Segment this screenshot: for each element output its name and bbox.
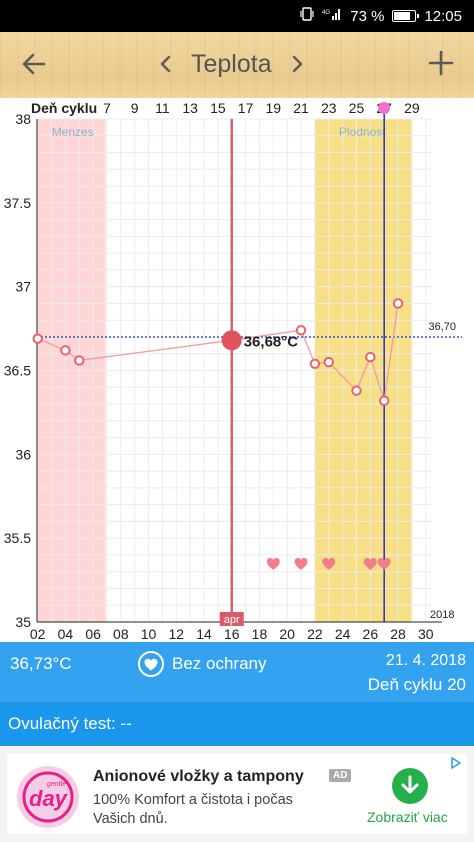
y-tick-label: 37.5: [4, 195, 31, 211]
heart-shape: [322, 558, 336, 570]
x-tick-label: 14: [196, 626, 212, 642]
top-tick-label: 15: [210, 100, 226, 116]
temperature-point: [32, 333, 43, 344]
month-label: apr: [224, 614, 240, 626]
svg-text:4G: 4G: [322, 10, 330, 16]
brand-text: day: [29, 786, 69, 811]
y-tick-label: 36.5: [4, 363, 31, 379]
app-bar: Teplota: [0, 32, 474, 98]
heart-shape: [266, 558, 280, 570]
heart-icon: [377, 558, 391, 570]
selected-value-label: 36,68°C: [244, 333, 299, 350]
current-temperature: 36,73°C: [10, 654, 72, 673]
y-tick-label: 36: [15, 446, 31, 462]
top-tick-label: 9: [131, 100, 139, 116]
coverline-label: 36,70: [428, 321, 456, 333]
y-tick-label: 35: [15, 614, 31, 630]
x-tick-label: 16: [224, 626, 240, 642]
zone-label: Plodnosť: [339, 125, 387, 139]
heart-icon: [266, 558, 280, 570]
protection-label: Bez ochrany: [172, 654, 267, 673]
selected-date: 21. 4. 2018: [385, 652, 466, 669]
x-tick-label: 12: [169, 626, 185, 642]
top-tick-label: 25: [349, 100, 365, 116]
ovulation-test-bar[interactable]: Ovulačný test: --: [0, 702, 474, 746]
plus-icon[interactable]: [424, 46, 458, 80]
top-tick-label: 17: [238, 100, 254, 116]
chevron-right-icon[interactable]: [286, 49, 308, 79]
temperature-point: [378, 395, 390, 406]
top-tick-label: 11: [155, 100, 170, 116]
today-marker: [378, 102, 391, 114]
temperature-point: [309, 358, 321, 369]
temperature-point: [60, 345, 71, 356]
protection-status[interactable]: Bez ochrany: [138, 651, 267, 677]
month-label-bg: [219, 612, 244, 626]
heart-shape: [363, 558, 377, 570]
x-tick-label: 28: [390, 626, 406, 642]
selected-point: [221, 330, 242, 351]
ad-title[interactable]: Anionové vložky a tampony: [93, 768, 304, 785]
heart-icon: [363, 558, 377, 570]
page-title: Teplota: [191, 49, 272, 78]
x-tick-label: 22: [307, 626, 323, 642]
top-tick-label: 7: [103, 100, 111, 116]
x-tick-label: 08: [113, 626, 129, 642]
top-tick-label: 23: [321, 100, 337, 116]
download-icon[interactable]: [392, 768, 428, 804]
heart-icon: [138, 651, 164, 677]
cycle-day-header: Deň cyklu: [31, 100, 97, 116]
x-tick-label: 10: [141, 626, 157, 642]
temperature-point: [74, 355, 85, 366]
chart-svg[interactable]: Menzes Plodnosť Deň cyklu 7 9 11 13 15 17 19 21 23 2…: [0, 98, 474, 642]
y-tick-label: 37: [15, 279, 31, 295]
x-tick-label: 24: [335, 626, 351, 642]
top-tick-label: 19: [266, 100, 282, 116]
heart-shape: [377, 558, 391, 570]
info-bar[interactable]: 36,73°C Bez ochrany 21. 4. 2018 Deň cykl…: [0, 642, 474, 702]
temperature-point: [365, 351, 376, 363]
temperature-point: [392, 298, 404, 309]
clock: 12:05: [424, 7, 462, 25]
heart-shape: [294, 558, 308, 570]
temperature-point: [351, 385, 362, 396]
battery-icon: [392, 10, 420, 22]
top-tick-label: 21: [293, 100, 309, 116]
y-tick-label: 38: [15, 111, 31, 127]
status-bar: 4G 73 % 12:05: [0, 0, 474, 32]
x-tick-label: 06: [85, 626, 101, 642]
ad-description: 100% Komfort a čistota i počas Vašich dn…: [93, 792, 293, 827]
cycle-day: Deň cyklu 20: [367, 675, 466, 694]
brand-small-text: gentle: [47, 781, 66, 788]
y-tick-label: 35.5: [4, 530, 31, 546]
x-tick-label: 26: [363, 626, 379, 642]
ad-banner[interactable]: gentle day Anionové vložky a tampony AD …: [0, 746, 474, 842]
temperature-chart[interactable]: Menzes Plodnosť Deň cyklu 7 9 11 13 15 17 19 21 23 2…: [0, 98, 474, 642]
adchoices-icon[interactable]: [449, 756, 463, 770]
year-label: 2018: [430, 609, 454, 621]
temperature-point: [323, 356, 334, 368]
chevron-left-icon[interactable]: [155, 49, 177, 79]
ad-badge: AD: [329, 769, 352, 782]
x-tick-label: 20: [279, 626, 295, 642]
zone-label: Menzes: [52, 125, 94, 139]
x-tick-label: 04: [58, 626, 74, 642]
x-tick-label: 02: [30, 626, 46, 642]
temperature-point: [295, 325, 307, 336]
arrow-left-icon[interactable]: [18, 48, 50, 80]
top-tick-label: 13: [182, 100, 198, 116]
heart-icon: [322, 558, 336, 570]
top-tick-label: 29: [404, 100, 420, 116]
battery-percent: 73 %: [350, 7, 385, 25]
x-tick-label: 18: [252, 626, 268, 642]
signal-icon: 4G: [322, 7, 342, 25]
vibrate-icon: [300, 7, 314, 25]
heart-icon: [294, 558, 308, 570]
ovulation-test-label: Ovulačný test: --: [8, 714, 132, 733]
x-tick-label: 30: [418, 626, 434, 642]
brand-logo[interactable]: gentle day: [17, 766, 79, 828]
ad-cta-button[interactable]: Zobraziť viac: [367, 809, 448, 825]
